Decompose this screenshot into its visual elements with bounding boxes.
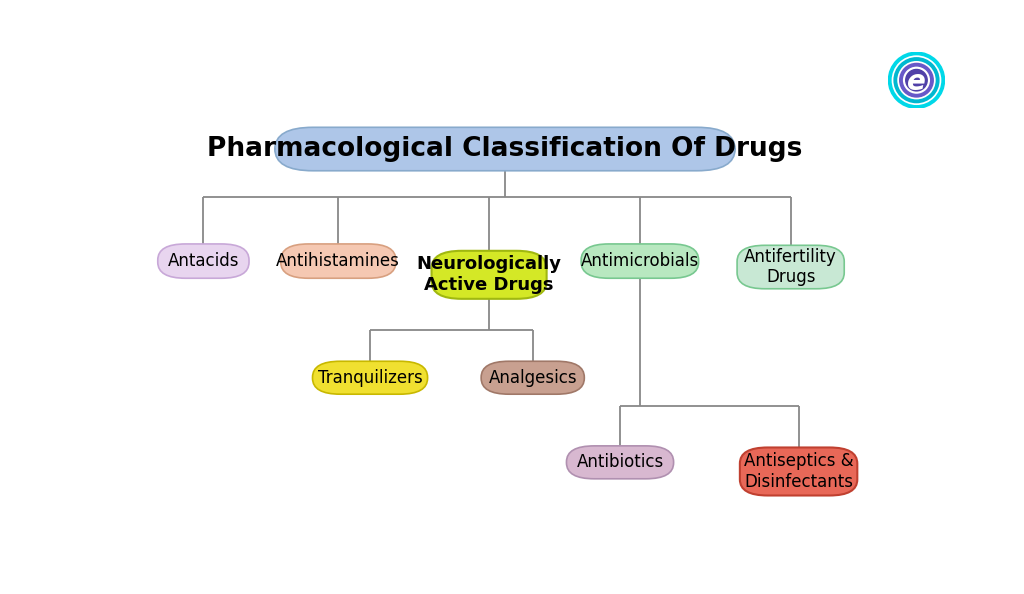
- Text: Antiseptics &
Disinfectants: Antiseptics & Disinfectants: [743, 452, 853, 491]
- Text: Antacids: Antacids: [168, 252, 240, 270]
- Text: Tranquilizers: Tranquilizers: [317, 369, 423, 387]
- Text: Pharmacological Classification Of Drugs: Pharmacological Classification Of Drugs: [207, 136, 803, 162]
- Text: Antimicrobials: Antimicrobials: [581, 252, 699, 270]
- FancyBboxPatch shape: [158, 244, 249, 278]
- FancyBboxPatch shape: [431, 251, 547, 299]
- Text: Analgesics: Analgesics: [488, 369, 578, 387]
- Circle shape: [906, 69, 927, 91]
- Text: Antibiotics: Antibiotics: [577, 453, 664, 472]
- Text: Neurologically
Active Drugs: Neurologically Active Drugs: [417, 255, 561, 294]
- FancyBboxPatch shape: [737, 245, 844, 289]
- FancyBboxPatch shape: [281, 244, 396, 278]
- Text: Antihistamines: Antihistamines: [276, 252, 400, 270]
- Text: e: e: [907, 68, 926, 96]
- FancyBboxPatch shape: [582, 244, 698, 278]
- Text: Antifertility
Drugs: Antifertility Drugs: [744, 248, 837, 286]
- FancyBboxPatch shape: [481, 361, 585, 394]
- FancyBboxPatch shape: [274, 127, 735, 170]
- FancyBboxPatch shape: [740, 447, 857, 495]
- FancyBboxPatch shape: [566, 446, 674, 479]
- FancyBboxPatch shape: [312, 361, 428, 394]
